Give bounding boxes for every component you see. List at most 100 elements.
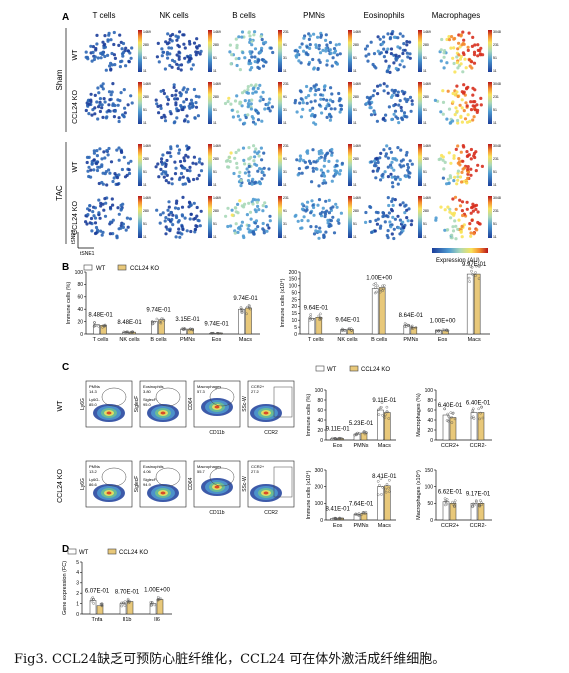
- tsne-point: [471, 209, 475, 213]
- tsne-point: [161, 153, 165, 157]
- data-point: [388, 490, 391, 494]
- tsne-point: [314, 229, 318, 233]
- flow-y-axis-label: CD64: [188, 477, 194, 490]
- tsne-point: [260, 167, 264, 171]
- tsne-point: [458, 103, 462, 107]
- tsne-point: [369, 40, 373, 44]
- tsne-point: [301, 107, 305, 111]
- tsne-point: [261, 221, 265, 226]
- tsne-point: [405, 51, 409, 55]
- tsne-point: [244, 115, 248, 120]
- tsne-point: [324, 49, 328, 53]
- data-point: [97, 324, 100, 328]
- tsne-point: [298, 154, 302, 158]
- tsne-point: [455, 182, 459, 186]
- tsne-point: [108, 232, 112, 236]
- data-point: [150, 322, 154, 326]
- tsne-point: [175, 62, 179, 66]
- colorbar-tick: 11: [143, 183, 147, 187]
- tsne-point: [311, 106, 315, 110]
- tsne-point: [175, 199, 179, 203]
- tsne-point: [264, 60, 268, 64]
- tsne-point: [459, 230, 463, 234]
- tsne-point: [198, 157, 202, 161]
- data-point: [212, 331, 215, 335]
- tsne-point: [476, 163, 480, 167]
- tsne-point: [381, 117, 385, 121]
- colorbar-tick: 51: [143, 108, 147, 112]
- tsne-point: [472, 61, 477, 65]
- tsne-point: [295, 53, 300, 57]
- tsne-point: [311, 166, 315, 170]
- tsne-point: [261, 204, 265, 208]
- tsne-point: [439, 205, 443, 209]
- gate-ellipse: [209, 387, 235, 407]
- tsne-point: [199, 49, 203, 54]
- tsne-point: [453, 195, 458, 199]
- tsne-point: [88, 221, 92, 225]
- gate-name: SiglecF-: [143, 397, 158, 402]
- tsne-point: [317, 87, 321, 92]
- tsne-point: [259, 34, 263, 39]
- tsne-point: [98, 216, 102, 220]
- tsne-point: [189, 67, 193, 71]
- p-value-label: 7.64E-01: [349, 501, 374, 507]
- tsne-point: [441, 176, 445, 180]
- tsne-point: [168, 229, 172, 233]
- tsne-point: [99, 201, 103, 205]
- data-point: [470, 269, 473, 273]
- tsne-point: [93, 206, 97, 210]
- tsne-point: [314, 88, 318, 93]
- tsne-point: [236, 114, 240, 118]
- tsne-point: [335, 159, 339, 163]
- tsne-point: [335, 205, 339, 209]
- data-point: [376, 493, 380, 497]
- tsne-point: [456, 227, 460, 231]
- tsne-point: [194, 94, 198, 98]
- tsne-point: [322, 164, 326, 168]
- colorbar-tick: 1469: [143, 82, 151, 86]
- panel-a-group-brackets: Sham TAC WT CCL24 KO WT CCL24 KO: [55, 28, 79, 244]
- tsne-point: [197, 160, 201, 164]
- tsne-point: [241, 234, 245, 238]
- tsne-point: [316, 35, 320, 39]
- tsne-point: [111, 218, 115, 222]
- tsne-point: [112, 42, 116, 47]
- colorbar-tick: 280: [213, 95, 219, 99]
- bar: [384, 485, 391, 521]
- tsne-point: [337, 221, 341, 225]
- colorbar-tick: 11: [353, 183, 357, 187]
- data-point: [381, 284, 384, 288]
- tsne-point: [394, 53, 398, 57]
- tsne-point: [319, 168, 323, 172]
- colorbar-tick: 1469: [353, 30, 361, 34]
- y-tick-label: 80: [77, 282, 83, 288]
- tsne-point: [99, 204, 103, 208]
- y-tick-label: 60: [317, 408, 323, 414]
- tsne-point: [243, 121, 247, 125]
- tsne-point: [247, 99, 251, 103]
- tsne-point: [97, 91, 101, 95]
- tsne-grid: 1469280511114692805111231913111146928051…: [82, 28, 501, 242]
- tsne-point: [179, 68, 183, 72]
- tsne-point: [460, 200, 465, 204]
- tsne-point: [451, 225, 455, 229]
- tsne-point: [296, 219, 300, 223]
- tsne-point: [95, 228, 100, 232]
- tsne-point: [253, 60, 257, 64]
- tsne-point: [298, 101, 302, 105]
- tsne-point: [469, 100, 473, 104]
- tsne-point: [314, 45, 318, 50]
- tsne-point: [445, 182, 449, 186]
- tsne-point: [460, 106, 464, 110]
- tsne-point: [328, 98, 332, 102]
- tsne-point: [118, 99, 122, 103]
- tsne-plot-bg: [292, 194, 346, 242]
- tsne-point: [405, 150, 409, 155]
- tsne-point: [337, 42, 341, 46]
- colorbar-tick: 91: [283, 43, 287, 47]
- data-point: [241, 308, 244, 312]
- tsne-point: [246, 179, 251, 183]
